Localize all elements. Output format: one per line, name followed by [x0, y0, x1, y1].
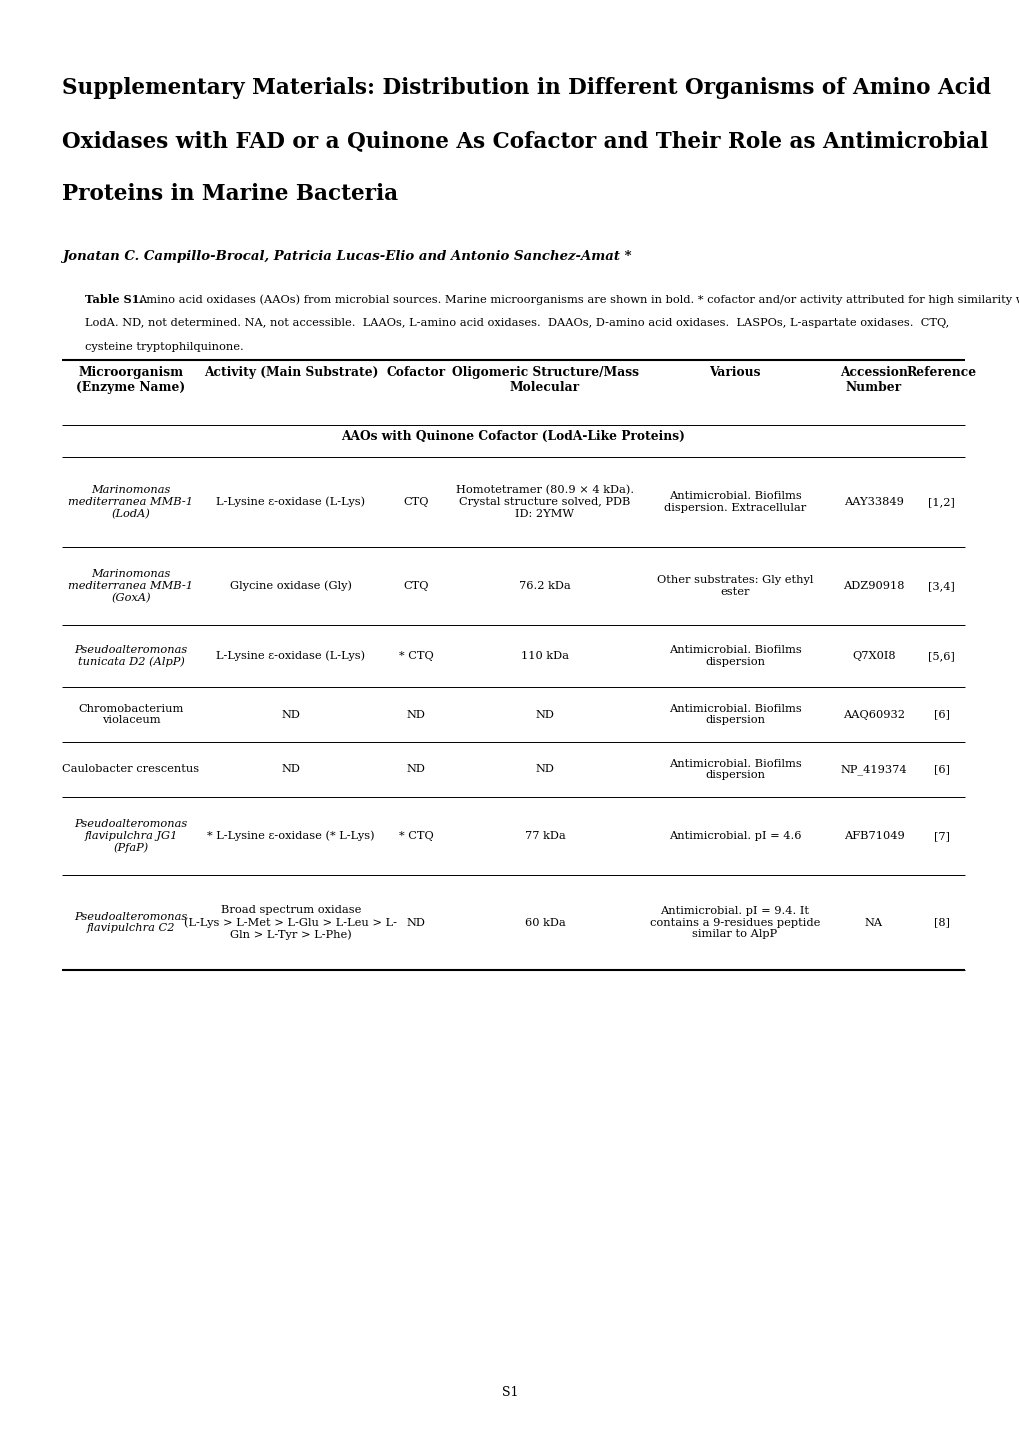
Text: ND: ND [407, 917, 425, 927]
Text: Pseudoalteromonas
tunicata D2 (AlpP): Pseudoalteromonas tunicata D2 (AlpP) [74, 645, 187, 668]
Text: ND: ND [407, 764, 425, 774]
Text: * CTQ: * CTQ [398, 650, 433, 660]
Text: Oxidases with FAD or a Quinone As Cofactor and Their Role as Antimicrobial: Oxidases with FAD or a Quinone As Cofact… [62, 130, 987, 151]
Text: Amino acid oxidases (AAOs) from microbial sources. Marine microorganisms are sho: Amino acid oxidases (AAOs) from microbia… [138, 294, 1019, 304]
Text: [5,6]: [5,6] [927, 650, 954, 660]
Text: ADZ90918: ADZ90918 [843, 581, 904, 591]
Text: Broad spectrum oxidase
(L-Lys > L-Met > L-Glu > L-Leu > L-
Gln > L-Tyr > L-Phe): Broad spectrum oxidase (L-Lys > L-Met > … [184, 906, 397, 940]
Text: Q7X0I8: Q7X0I8 [851, 650, 895, 660]
Text: Pseudoalteromonas
flavipulchra C2: Pseudoalteromonas flavipulchra C2 [74, 911, 187, 933]
Text: S1: S1 [501, 1386, 518, 1399]
Text: Various: Various [708, 366, 760, 379]
Text: NA: NA [864, 917, 882, 927]
Text: Antimicrobial. Biofilms
dispersion: Antimicrobial. Biofilms dispersion [668, 758, 801, 780]
Text: Cofactor: Cofactor [386, 366, 445, 379]
Text: [8]: [8] [932, 917, 949, 927]
Text: Antimicrobial. pI = 9.4. It
contains a 9-residues peptide
similar to AlpP: Antimicrobial. pI = 9.4. It contains a 9… [649, 906, 819, 939]
Text: cysteine tryptophilquinone.: cysteine tryptophilquinone. [85, 342, 244, 352]
Text: LodA. ND, not determined. NA, not accessible.  LAAOs, L-amino acid oxidases.  DA: LodA. ND, not determined. NA, not access… [85, 319, 949, 327]
Text: Homotetramer (80.9 × 4 kDa).
Crystal structure solved, PDB
ID: 2YMW: Homotetramer (80.9 × 4 kDa). Crystal str… [455, 486, 634, 519]
Text: Pseudoalteromonas
flavipulchra JG1
(PfaP): Pseudoalteromonas flavipulchra JG1 (PfaP… [74, 819, 187, 852]
Text: CTQ: CTQ [403, 581, 428, 591]
Text: AFB71049: AFB71049 [843, 831, 904, 841]
Text: Antimicrobial. Biofilms
dispersion: Antimicrobial. Biofilms dispersion [668, 645, 801, 666]
Text: Antimicrobial. Biofilms
dispersion. Extracellular: Antimicrobial. Biofilms dispersion. Extr… [663, 492, 805, 513]
Text: Caulobacter crescentus: Caulobacter crescentus [62, 764, 200, 774]
Text: NP_419374: NP_419374 [840, 764, 907, 774]
Text: CTQ: CTQ [403, 497, 428, 508]
Text: Proteins in Marine Bacteria: Proteins in Marine Bacteria [62, 183, 397, 205]
Text: Reference: Reference [906, 366, 975, 379]
Text: Oligomeric Structure/Mass
Molecular: Oligomeric Structure/Mass Molecular [451, 366, 638, 394]
Text: Antimicrobial. Biofilms
dispersion: Antimicrobial. Biofilms dispersion [668, 704, 801, 725]
Text: [6]: [6] [932, 764, 949, 774]
Text: AAQ60932: AAQ60932 [842, 709, 904, 720]
Text: Table S1.: Table S1. [85, 294, 144, 306]
Text: Jonatan C. Campillo-Brocal, Patricia Lucas-Elio and Antonio Sanchez-Amat *: Jonatan C. Campillo-Brocal, Patricia Luc… [62, 249, 631, 262]
Text: ND: ND [535, 709, 554, 720]
Text: Accession
Number: Accession Number [840, 366, 907, 394]
Text: Other substrates: Gly ethyl
ester: Other substrates: Gly ethyl ester [656, 575, 812, 597]
Text: [1,2]: [1,2] [927, 497, 954, 508]
Text: AAY33849: AAY33849 [844, 497, 903, 508]
Text: 110 kDa: 110 kDa [521, 650, 569, 660]
Text: * L-Lysine ε-oxidase (* L-Lys): * L-Lysine ε-oxidase (* L-Lys) [207, 831, 374, 841]
Text: 60 kDa: 60 kDa [524, 917, 565, 927]
Text: * CTQ: * CTQ [398, 831, 433, 841]
Text: ND: ND [535, 764, 554, 774]
Text: AAOs with Quinone Cofactor (LodA-Like Proteins): AAOs with Quinone Cofactor (LodA-Like Pr… [341, 430, 685, 443]
Text: Activity (Main Substrate): Activity (Main Substrate) [204, 366, 378, 379]
Text: Marinomonas
mediterranea MMB-1
(LodA): Marinomonas mediterranea MMB-1 (LodA) [68, 485, 194, 519]
Text: Marinomonas
mediterranea MMB-1
(GoxA): Marinomonas mediterranea MMB-1 (GoxA) [68, 570, 194, 603]
Text: [6]: [6] [932, 709, 949, 720]
Text: [3,4]: [3,4] [927, 581, 954, 591]
Text: 76.2 kDa: 76.2 kDa [519, 581, 571, 591]
Text: 77 kDa: 77 kDa [524, 831, 565, 841]
Text: Antimicrobial. pI = 4.6: Antimicrobial. pI = 4.6 [668, 831, 801, 841]
Text: Glycine oxidase (Gly): Glycine oxidase (Gly) [229, 581, 352, 591]
Text: ND: ND [407, 709, 425, 720]
Text: Supplementary Materials: Distribution in Different Organisms of Amino Acid: Supplementary Materials: Distribution in… [62, 76, 990, 99]
Text: Microorganism
(Enzyme Name): Microorganism (Enzyme Name) [76, 366, 185, 394]
Text: Chromobacterium
violaceum: Chromobacterium violaceum [78, 704, 183, 725]
Text: ND: ND [281, 709, 301, 720]
Text: [7]: [7] [932, 831, 949, 841]
Text: L-Lysine ε-oxidase (L-Lys): L-Lysine ε-oxidase (L-Lys) [216, 496, 365, 508]
Text: ND: ND [281, 764, 301, 774]
Text: L-Lysine ε-oxidase (L-Lys): L-Lysine ε-oxidase (L-Lys) [216, 650, 365, 662]
